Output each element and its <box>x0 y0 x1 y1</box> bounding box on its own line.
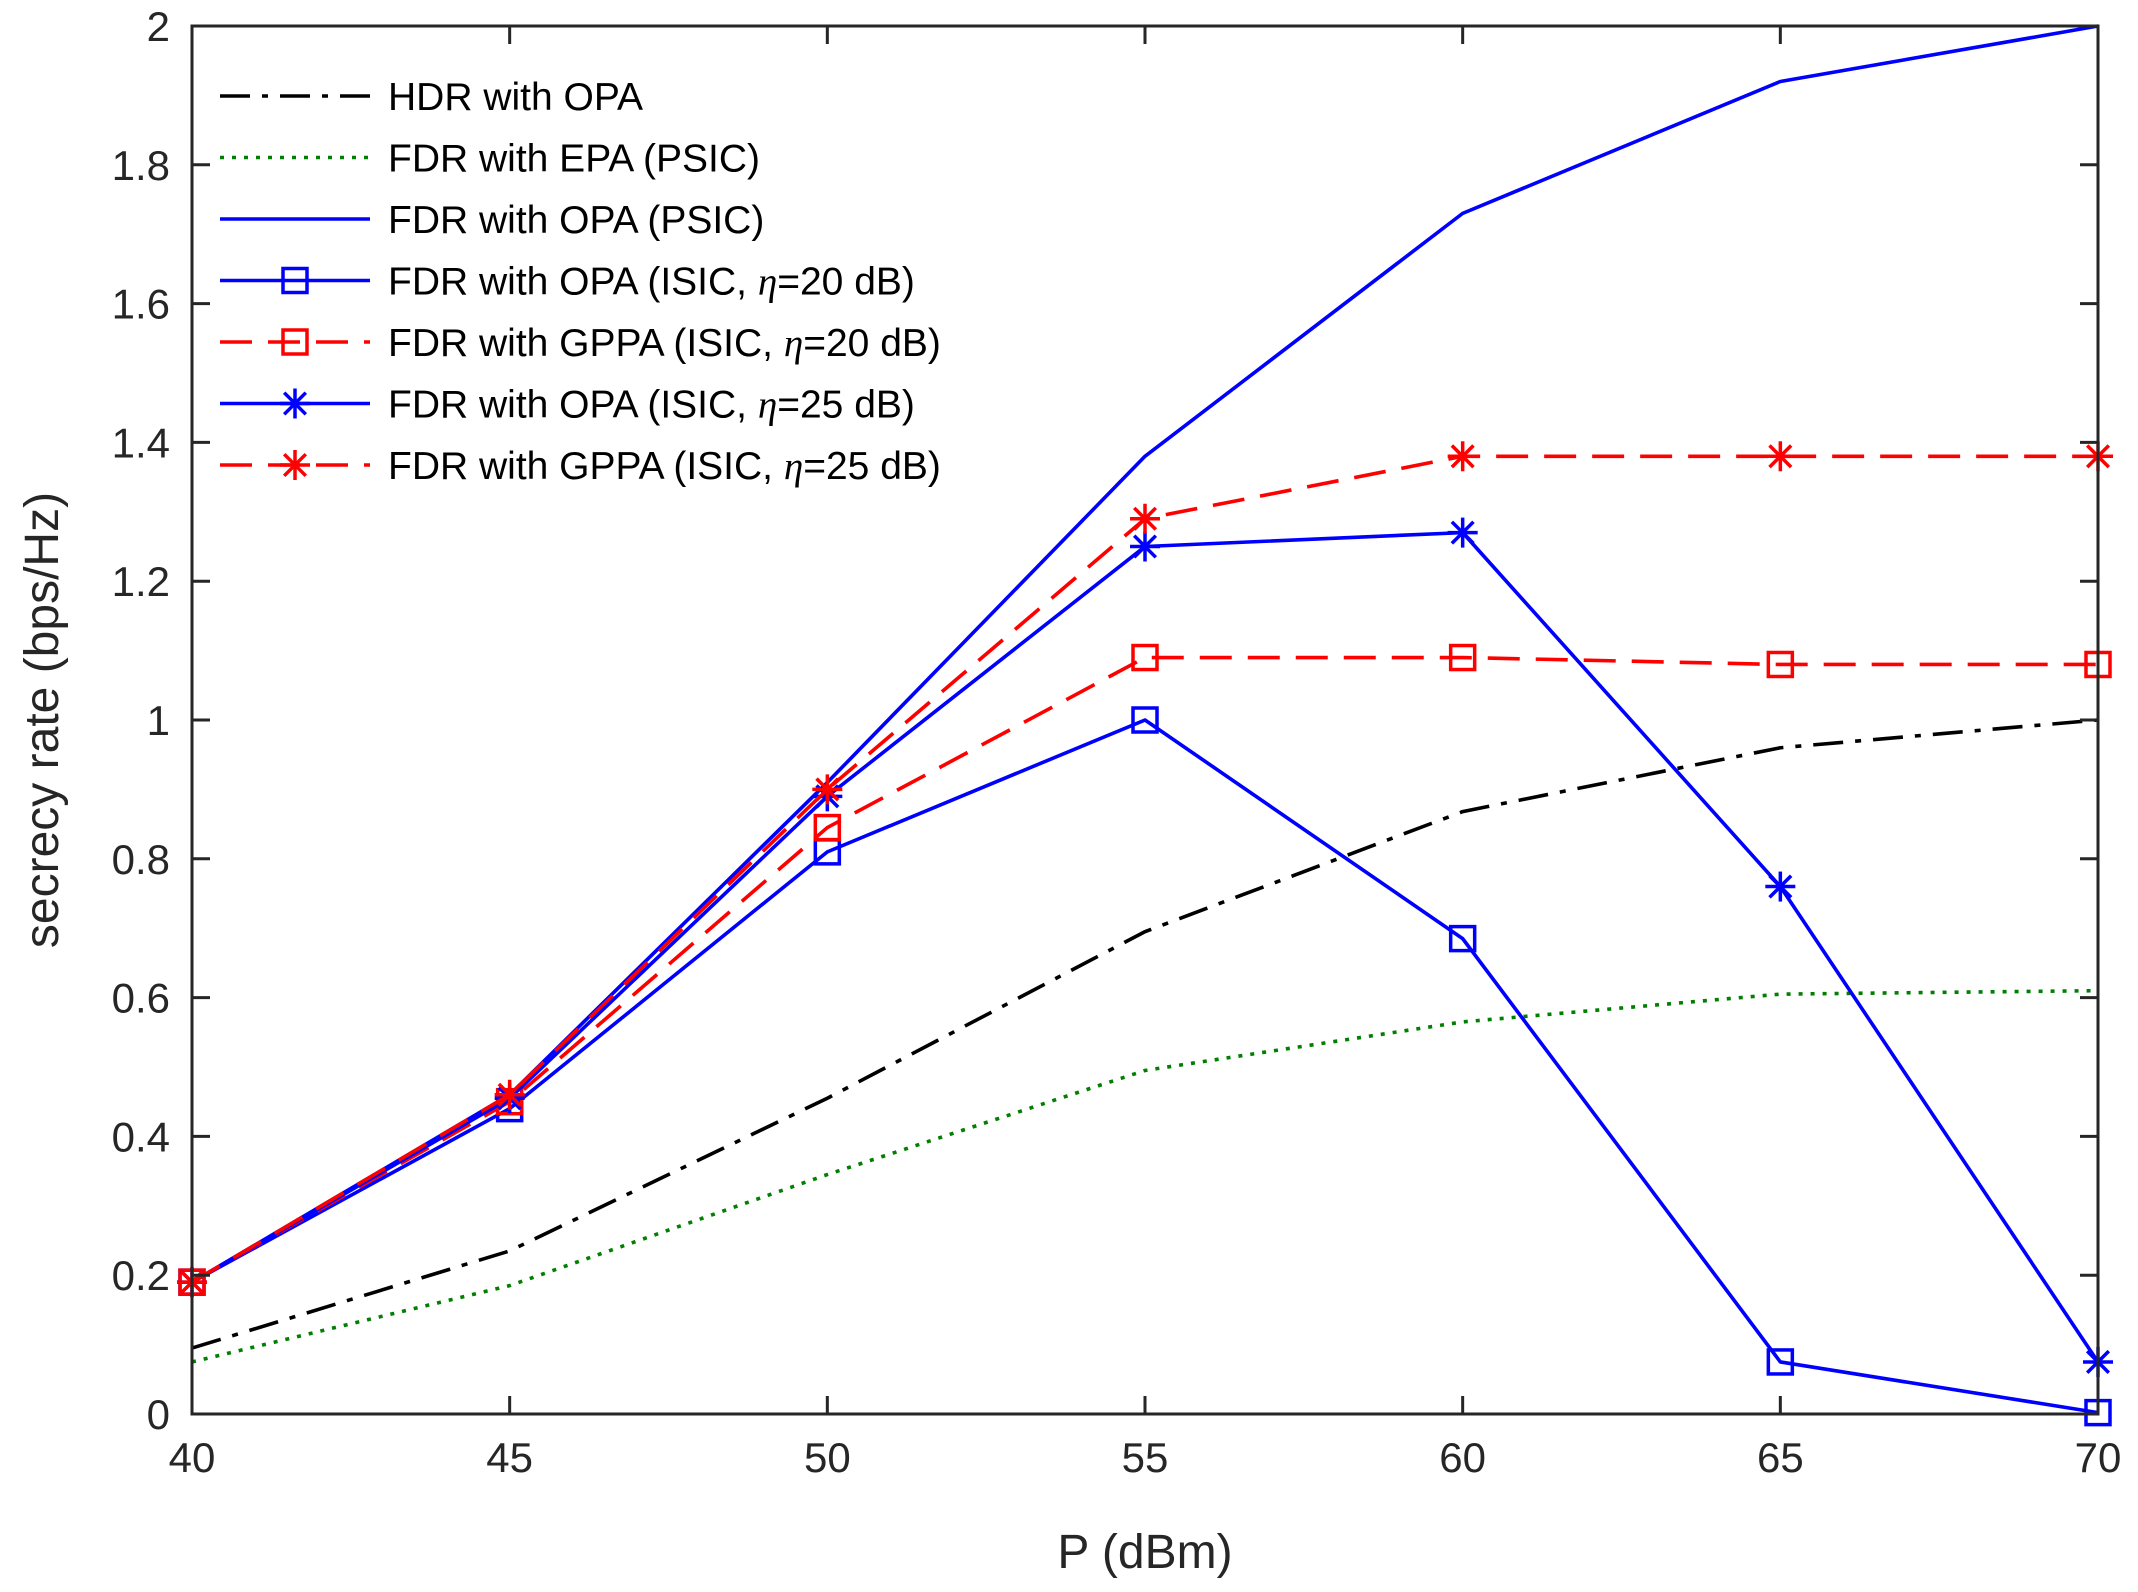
legend-marker-5 <box>280 388 310 419</box>
legend-label-part: FDR with OPA (ISIC, <box>388 384 758 427</box>
data-point-s5-p5 <box>1765 871 1796 902</box>
data-point-s6-p5 <box>1765 441 1796 472</box>
legend: HDR with OPA FDR with EPA (PSIC) FDR with … <box>220 76 941 488</box>
data-point-s5-p3 <box>1130 531 1160 562</box>
x-tick-label-3: 55 <box>1122 1434 1169 1481</box>
x-tick-label-0: 40 <box>169 1434 216 1481</box>
series-line-1 <box>191 988 2099 1364</box>
legend-item-6: FDR with GPPA (ISIC, η=25 dB) <box>220 445 941 488</box>
y-tick-label-8: 1.6 <box>112 281 170 328</box>
legend-label-6: FDR with GPPA (ISIC, η=25 dB) <box>388 445 941 488</box>
data-point-s6-p2 <box>812 774 843 805</box>
y-axis-label: secrecy rate (bps/Hz) <box>16 492 69 948</box>
legend-label-part: =25 dB) <box>777 384 915 427</box>
legend-item-3: FDR with OPA (ISIC, η=20 dB) <box>220 261 915 304</box>
data-point-s4-p3 <box>1131 643 1159 672</box>
y-tick-label-5: 1 <box>147 697 170 744</box>
legend-label-2: FDR with OPA (PSIC) <box>388 199 764 242</box>
legend-item-4: FDR with GPPA (ISIC, η=20 dB) <box>220 322 941 365</box>
legend-marker-3 <box>281 266 309 295</box>
data-point-s4-p4 <box>1448 643 1477 672</box>
x-tick-label-2: 50 <box>804 1434 851 1481</box>
data-point-s3-p3 <box>1131 706 1159 734</box>
legend-label-3: FDR with OPA (ISIC, η=20 dB) <box>388 261 915 304</box>
legend-label-5: FDR with OPA (ISIC, η=25 dB) <box>388 384 915 427</box>
legend-label-part: =20 dB) <box>777 261 915 304</box>
data-point-s4-p2 <box>813 813 842 842</box>
legend-label-0: HDR with OPA <box>388 76 643 119</box>
series-line-0 <box>191 718 2099 1350</box>
data-point-s6-p1 <box>494 1079 525 1110</box>
x-tick-label-1: 45 <box>486 1434 533 1481</box>
legend-label-eta: η <box>758 261 777 304</box>
legend-label-part: FDR with GPPA (ISIC, <box>388 322 784 365</box>
legend-item-1: FDR with EPA (PSIC) <box>220 138 760 181</box>
series-1 <box>191 988 2099 1364</box>
legend-item-2: FDR with OPA (PSIC) <box>220 199 764 242</box>
x-tick-label-4: 60 <box>1439 1434 1486 1481</box>
legend-label-part: FDR with GPPA (ISIC, <box>388 445 784 488</box>
data-point-s4-p5 <box>1766 650 1795 679</box>
y-tick-label-7: 1.4 <box>112 419 170 466</box>
y-tick-label-6: 1.2 <box>112 558 170 605</box>
x-axis-label: P (dBm) <box>1057 1526 1232 1579</box>
y-tick-label-1: 0.2 <box>112 1252 170 1299</box>
y-tick-label-10: 2 <box>147 3 170 50</box>
y-tick-label-4: 0.8 <box>112 836 170 883</box>
legend-label-1: FDR with EPA (PSIC) <box>388 138 760 181</box>
x-tick-label-6: 70 <box>2075 1434 2122 1481</box>
series-layer <box>177 24 2113 1427</box>
y-tick-label-9: 1.8 <box>112 142 170 189</box>
legend-label-eta: η <box>784 322 803 365</box>
series-0 <box>191 718 2099 1350</box>
legend-label-part: =25 dB) <box>803 445 941 488</box>
legend-item-5: FDR with OPA (ISIC, η=25 dB) <box>220 384 915 427</box>
y-tick-label-0: 0 <box>147 1391 170 1438</box>
data-point-s5-p4 <box>1447 517 1478 548</box>
y-tick-label-3: 0.6 <box>112 975 170 1022</box>
legend-label-part: FDR with OPA (ISIC, <box>388 261 758 304</box>
legend-label-eta: η <box>784 445 803 488</box>
data-point-s3-p4 <box>1448 924 1477 953</box>
y-tick-label-2: 0.4 <box>112 1113 170 1160</box>
axes-layer: 40 45 50 55 60 65 70 0 0.2 0.4 0.6 0.8 1 1.2 1.4 1.6 1.8… <box>112 3 2122 1481</box>
series-6 <box>177 441 2113 1298</box>
legend-marker-6 <box>280 450 310 480</box>
legend-label-4: FDR with GPPA (ISIC, η=20 dB) <box>388 322 941 365</box>
data-point-s6-p4 <box>1447 441 1478 472</box>
data-point-s3-p5 <box>1766 1348 1795 1376</box>
x-tick-label-5: 65 <box>1757 1434 1804 1481</box>
legend-marker-4 <box>281 328 309 356</box>
data-point-s6-p3 <box>1130 503 1160 534</box>
legend-label-eta: η <box>758 384 777 427</box>
legend-label-part: =20 dB) <box>803 322 941 365</box>
legend-item-0: HDR with OPA <box>220 76 643 119</box>
